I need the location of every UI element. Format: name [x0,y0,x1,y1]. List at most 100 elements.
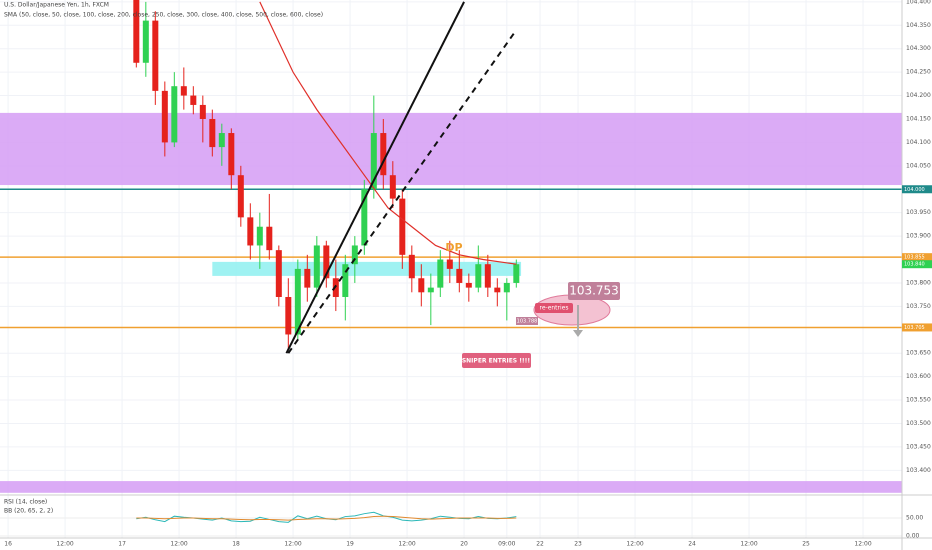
zone [212,261,522,276]
x-tick-label: 16 [4,541,12,548]
candle-body [294,268,301,335]
y-tick-label: 103.450 [906,443,931,450]
candle-body [209,118,216,148]
candle-body [494,287,501,293]
y-tick-label: 103.650 [906,350,931,357]
indicator-legend: SMA (50, close, 50, close, 100, close, 2… [4,12,323,19]
candle-body [446,259,453,269]
y-tick-label: 103.900 [906,233,931,240]
candle-body [266,226,273,251]
y-tick-label: 104.300 [906,45,931,52]
x-tick-label: 24 [688,541,696,548]
candle-body [180,86,187,96]
x-tick-label: 17 [118,541,126,548]
trend-line [285,1,465,354]
arrow-head [573,330,583,337]
small-tag: 103.788 [517,319,538,325]
level-tag [902,323,932,332]
price-callout-box [568,282,620,300]
level-tag-label: 104.000 [904,187,925,193]
x-tick-label: 12:00 [284,541,301,548]
candle-body [361,189,368,246]
y-tick-label: 103.600 [906,373,931,380]
y-tick-label: 104.100 [906,139,931,146]
x-tick-label: 12:00 [398,541,415,548]
candle-body [408,254,415,279]
y-tick-label: 104.400 [906,0,931,5]
candle-body [503,282,510,293]
y-tick-label: 104.250 [906,69,931,76]
reentry-box [535,303,573,313]
x-tick-label: 22 [536,541,544,548]
rsi-title: RSI (14, close) [4,499,47,506]
y-tick-label: 103.800 [906,279,931,286]
candle-body [342,264,349,297]
last-price-tag [902,260,932,269]
x-tick-label: 12:00 [854,541,871,548]
candle-body [256,226,263,246]
y-tick-label: 103.750 [906,303,931,310]
candle-body [399,198,406,255]
candle-body [389,175,396,199]
candle-body [228,133,235,176]
y-tick-label: 104.200 [906,92,931,99]
sma-line [259,1,517,265]
candle-body [237,175,244,218]
candle-body [418,278,425,293]
sniper-label: SNIPER ENTRIES !!!! [462,358,530,365]
candle-body [218,133,225,148]
x-tick-label: 20 [460,541,468,548]
candle-body [190,95,197,105]
y-tick-label: 103.400 [906,467,931,474]
y-tick-label: 104.050 [906,162,931,169]
price-callout: 103.753 [569,284,619,298]
candle-body [313,245,320,288]
y-tick-label: 104.350 [906,22,931,29]
candle-body [171,86,178,143]
rsi-tick-label: 50.00 [906,515,923,522]
x-tick-label: 12:00 [56,541,73,548]
candle-body [465,282,472,288]
level-tag-label: 103.705 [904,325,925,331]
rsi-tick-label: 0.00 [906,533,920,540]
zone [0,481,902,493]
candle-body [323,245,330,279]
x-tick-label: 25 [802,541,810,548]
candle-body [142,20,149,63]
bb-title: BB (20, 65, 2, 2) [4,508,53,515]
sniper-box [462,353,531,368]
zone [0,112,902,186]
last-price-label: 103.840 [904,262,925,268]
x-tick-label: 23 [574,541,582,548]
x-tick-label: 12:00 [740,541,757,548]
candle-body [475,264,482,288]
candle-body [380,133,387,176]
y-tick-label: 103.500 [906,420,931,427]
x-tick-label: 12:00 [170,541,187,548]
candle-body [456,268,463,283]
candle-body [427,287,434,293]
x-tick-label: 18 [232,541,240,548]
dp-label: DP [445,241,462,254]
reentry-label: re-entries [540,305,569,312]
candle-body [285,296,292,335]
candle-body [152,20,159,91]
candle-body [513,264,520,283]
candle-body [133,0,140,63]
x-tick-label: 19 [346,541,354,548]
y-tick-label: 104.150 [906,115,931,122]
y-tick-label: 103.550 [906,397,931,404]
candle-body [247,217,254,246]
small-tag-box [516,317,538,325]
candle-body [351,245,358,265]
level-tag-label: 103.855 [904,255,925,261]
candle-body [304,268,311,288]
candle-body [275,250,282,297]
level-tag [902,185,932,194]
candle-body [437,259,444,288]
level-tag [902,253,932,262]
candle-body [332,278,339,297]
candle-body [161,90,168,143]
